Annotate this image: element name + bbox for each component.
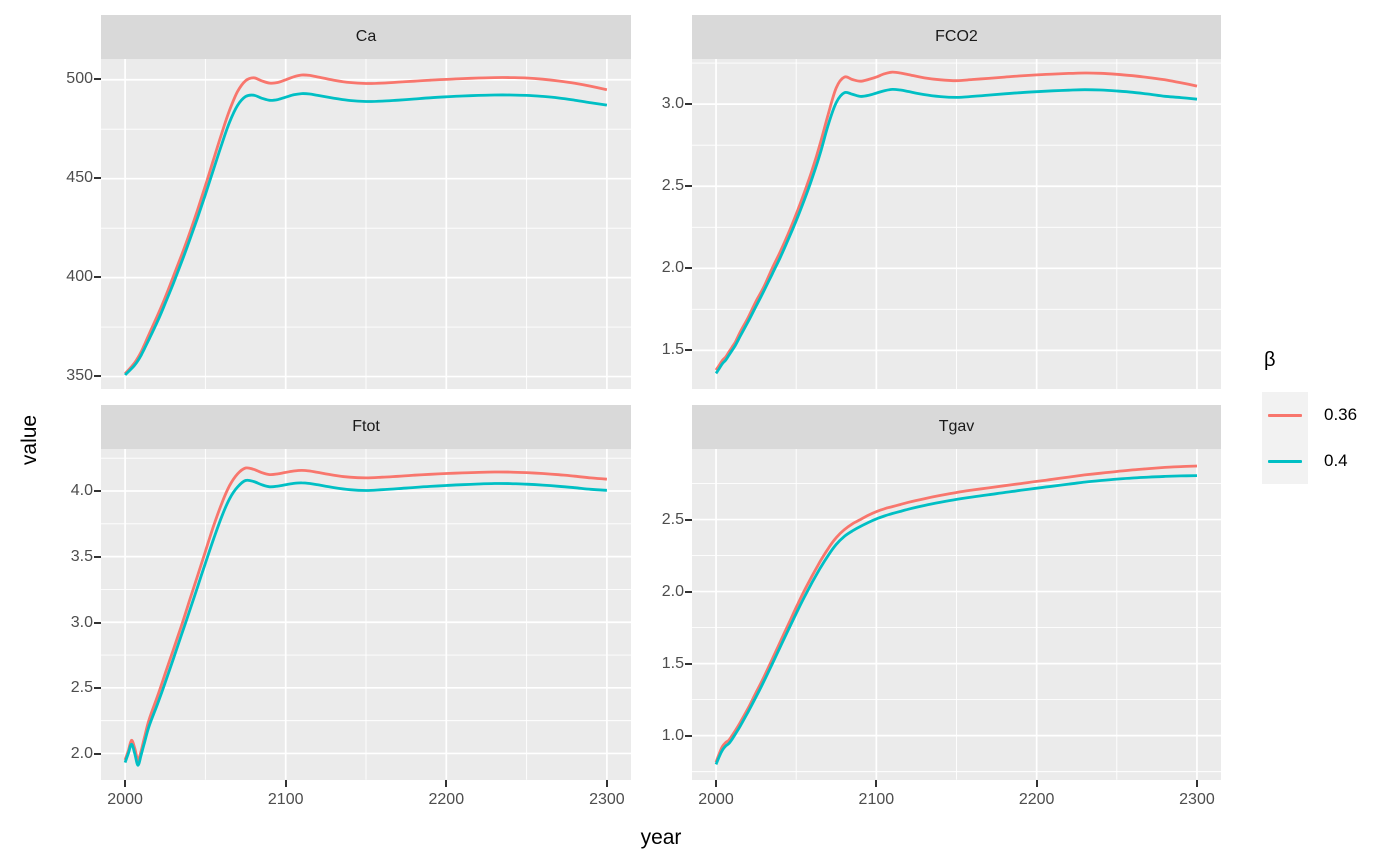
y-tick bbox=[94, 555, 101, 558]
y-tick bbox=[685, 590, 692, 593]
fco2-plot-svg bbox=[692, 58, 1221, 390]
x-tick bbox=[1195, 780, 1198, 787]
ca-line-036 bbox=[124, 73, 608, 375]
x-tick-label: 2200 bbox=[1018, 791, 1055, 808]
y-tick-label: 450 bbox=[66, 169, 93, 187]
y-tick-label: 3.0 bbox=[70, 613, 93, 631]
y-tick-label: 4.0 bbox=[70, 482, 93, 500]
facet-panel-ftot bbox=[101, 449, 631, 780]
y-tick bbox=[685, 348, 692, 351]
x-tick-label: 2300 bbox=[1179, 791, 1215, 808]
legend-line-icon-036 bbox=[1268, 413, 1302, 417]
facet-title-fco2: FCO2 bbox=[935, 27, 978, 45]
y-tick bbox=[94, 276, 101, 279]
y-tick-label: 2.0 bbox=[661, 258, 684, 276]
y-tick-label: 2.0 bbox=[661, 582, 684, 600]
legend-entry-label-036: 0.36 bbox=[1324, 405, 1358, 424]
facet-title-tgav: Tgav bbox=[938, 418, 975, 436]
y-tick-label: 500 bbox=[66, 70, 93, 88]
facet-title-ftot: Ftot bbox=[352, 418, 380, 436]
legend-key-swatch-04 bbox=[1262, 438, 1308, 484]
legend-entry-04: 0.4 bbox=[1262, 438, 1357, 484]
x-tick-label: 2000 bbox=[698, 791, 734, 808]
facet-strip-fco2: FCO2 bbox=[692, 15, 1221, 59]
facet-panel-ca bbox=[101, 58, 631, 390]
y-tick-label: 2.5 bbox=[661, 176, 684, 194]
legend-key-swatch-036 bbox=[1262, 392, 1308, 438]
legend-keys: 0.36 0.4 bbox=[1262, 392, 1357, 484]
y-tick bbox=[94, 621, 101, 624]
x-tick-label: 2100 bbox=[858, 791, 895, 808]
y-tick-label: 1.5 bbox=[661, 340, 684, 358]
legend-entry-036: 0.36 bbox=[1262, 392, 1357, 438]
facet-panel-fco2 bbox=[692, 58, 1221, 390]
legend-entry-label-04: 0.4 bbox=[1324, 451, 1348, 470]
major-gridlines bbox=[692, 449, 1221, 780]
y-tick bbox=[685, 518, 692, 521]
x-tick bbox=[284, 780, 287, 787]
y-tick bbox=[94, 687, 101, 690]
legend: β 0.36 0.4 bbox=[1262, 349, 1357, 484]
x-tick bbox=[445, 780, 448, 787]
minor-gridlines bbox=[101, 449, 631, 780]
tgav-plot-svg bbox=[692, 449, 1221, 780]
fco2-line-04 bbox=[714, 87, 1198, 374]
ftot-plot-svg bbox=[101, 449, 631, 780]
y-tick bbox=[94, 78, 101, 81]
x-tick bbox=[1035, 780, 1038, 787]
x-tick-label: 2000 bbox=[107, 791, 143, 808]
ca-line-04 bbox=[124, 91, 608, 376]
x-tick-label: 2300 bbox=[589, 791, 625, 808]
x-tick-label: 2100 bbox=[267, 791, 304, 808]
y-tick bbox=[685, 184, 692, 187]
x-axis-title: year bbox=[640, 826, 682, 849]
x-tick bbox=[875, 780, 878, 787]
y-tick-label: 2.0 bbox=[70, 744, 93, 762]
y-tick bbox=[94, 375, 101, 378]
y-tick-label: 350 bbox=[66, 367, 93, 385]
x-tick-label: 2200 bbox=[428, 791, 465, 808]
tgav-line-04 bbox=[714, 474, 1198, 766]
y-tick-label: 1.5 bbox=[661, 654, 684, 672]
y-tick-label: 400 bbox=[66, 268, 93, 286]
y-tick-label: 2.5 bbox=[661, 510, 684, 528]
legend-line-icon-04 bbox=[1268, 459, 1302, 463]
facet-strip-tgav: Tgav bbox=[692, 405, 1221, 450]
major-gridlines bbox=[692, 58, 1221, 390]
y-tick bbox=[94, 752, 101, 755]
legend-title: β bbox=[1264, 349, 1276, 371]
y-tick bbox=[94, 490, 101, 493]
y-tick bbox=[685, 102, 692, 105]
y-axis-title: value bbox=[18, 414, 41, 466]
y-tick bbox=[685, 662, 692, 665]
y-tick-label: 1.0 bbox=[661, 726, 684, 744]
x-tick bbox=[715, 780, 718, 787]
minor-gridlines bbox=[692, 449, 1221, 780]
x-tick bbox=[124, 780, 127, 787]
y-tick bbox=[685, 734, 692, 737]
ftot-line-04 bbox=[123, 479, 607, 767]
y-tick-label: 3.5 bbox=[70, 547, 93, 565]
y-tick bbox=[94, 177, 101, 180]
fco2-line-036 bbox=[714, 70, 1198, 371]
minor-gridlines bbox=[692, 58, 1221, 390]
tgav-line-036 bbox=[714, 464, 1198, 764]
facet-strip-ftot: Ftot bbox=[101, 405, 631, 450]
facet-panel-tgav bbox=[692, 449, 1221, 780]
minor-gridlines bbox=[101, 58, 631, 390]
facet-title-ca: Ca bbox=[355, 27, 377, 45]
y-tick bbox=[685, 266, 692, 269]
facet-strip-ca: Ca bbox=[101, 15, 631, 59]
y-tick-label: 3.0 bbox=[661, 94, 684, 112]
y-tick-label: 2.5 bbox=[70, 679, 93, 697]
ca-plot-svg bbox=[101, 58, 631, 390]
ftot-line-036 bbox=[123, 466, 607, 762]
x-tick bbox=[605, 780, 608, 787]
